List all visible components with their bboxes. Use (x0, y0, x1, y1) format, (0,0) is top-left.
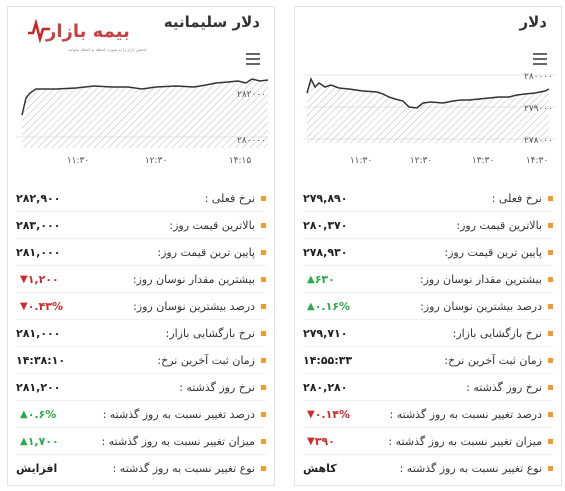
price-card-dollar: دلار ۲۸۰۰۰۰ ۲۷۹۰۰۰ ۲۷۸۰۰۰ ۱۱:۳۰ ۱۲:۳۰ ۱۳… (294, 6, 562, 486)
price-chart: ۲۸۰۰۰۰ ۲۷۹۰۰۰ ۲۷۸۰۰۰ ۱۱:۳۰ ۱۲:۳۰ ۱۳:۳۰ ۱… (303, 63, 555, 181)
x-tick-label: ۱۲:۳۰ (145, 156, 167, 166)
caret-up-icon: ▲ (20, 435, 28, 447)
caret-down-icon: ▼ (20, 300, 28, 312)
card-title: دلار سلیمانیه (163, 13, 260, 31)
max-fluctuation-percent-row: درصد بیشترین نوسان روز: ▲ ۰.۱۶% (303, 293, 553, 320)
x-tick-label: ۱۳:۳۰ (472, 156, 494, 166)
x-tick-label: ۱۲:۳۰ (410, 156, 432, 166)
caret-down-icon: ▼ (307, 435, 315, 447)
bullet-icon (548, 249, 553, 255)
previous-day-rate-row: نرخ روز گذشته :۲۸۰,۲۸۰ (303, 374, 553, 401)
price-chart: ۲۸۲۰۰۰ ۲۸۰۰۰۰ ۱۱:۳۰ ۱۲:۳۰ ۱۴:۱۵ (16, 63, 268, 181)
bullet-icon (261, 411, 266, 417)
change-type-row: نوع تغییر نسبت به روز گذشته : افزایش (16, 455, 266, 482)
site-logo[interactable]: بیمه بازار لبخش بازار را به صورت لحظه به… (28, 17, 146, 57)
bullet-icon (548, 276, 553, 282)
x-tick-label: ۱۴:۳۰ (526, 156, 548, 166)
logo-heartbeat-icon (28, 19, 50, 43)
current-rate-row: نرخ فعلی :۲۷۹,۸۹۰ (303, 185, 553, 212)
price-details-list: نرخ فعلی :۲۸۲,۹۰۰ بالاترین قیمت روز: ۲۸۳,… (16, 185, 266, 482)
market-opening-row: نرخ بازگشایی بازار: ۲۸۱,۰۰۰ (16, 320, 266, 347)
bullet-icon (548, 195, 553, 201)
bullet-icon (261, 303, 266, 309)
logo-text: بیمه بازار (46, 21, 130, 42)
max-fluctuation-row: بیشترین مقدار نوسان روز: ▲ ۶۳۰ (303, 266, 553, 293)
bullet-icon (261, 276, 266, 282)
bullet-icon (548, 466, 553, 471)
hamburger-icon[interactable] (246, 53, 260, 65)
change-percent-row: درصد تغییر نسبت به روز گذشته : ▼ ۰.۱۴% (303, 401, 553, 428)
y-tick-label: ۲۷۸۰۰۰ (524, 136, 553, 146)
highest-price-row: بالاترین قیمت روز: ۲۸۳,۰۰۰ (16, 212, 266, 239)
current-rate-row: نرخ فعلی :۲۸۲,۹۰۰ (16, 185, 266, 212)
bullet-icon (261, 330, 266, 336)
change-amount-row: میزان تغییر نسبت به روز گذشته : ▲ ۱,۷۰۰ (16, 428, 266, 455)
x-tick-label: ۱۴:۱۵ (229, 156, 252, 166)
change-amount-row: میزان تغییر نسبت به روز گذشته : ▼ ۳۹۰ (303, 428, 553, 455)
hamburger-icon[interactable] (533, 53, 547, 65)
y-tick-label: ۲۸۰۰۰۰ (237, 136, 266, 146)
bullet-icon (261, 384, 266, 390)
bullet-icon (548, 222, 553, 228)
bullet-icon (548, 438, 553, 444)
lowest-price-row: پایین ترین قیمت روز: ۲۸۱,۰۰۰ (16, 239, 266, 266)
max-fluctuation-row: بیشترین مقدار نوسان روز: ▼ ۱,۲۰۰ (16, 266, 266, 293)
lowest-price-row: پایین ترین قیمت روز: ۲۷۸,۹۳۰ (303, 239, 553, 266)
bullet-icon (261, 222, 266, 228)
bullet-icon (548, 303, 553, 309)
caret-down-icon: ▼ (307, 408, 315, 420)
price-chart-svg: ۲۸۲۰۰۰ ۲۸۰۰۰۰ ۱۱:۳۰ ۱۲:۳۰ ۱۴:۱۵ (16, 78, 268, 166)
last-update-time-row: زمان ثبت آخرین نرخ: ۱۴:۳۸:۱۰ (16, 347, 266, 374)
bullet-icon (548, 330, 553, 336)
bullet-icon (548, 357, 553, 363)
highest-price-row: بالاترین قیمت روز: ۲۸۰,۳۷۰ (303, 212, 553, 239)
last-update-time-row: زمان ثبت آخرین نرخ: ۱۴:۵۵:۳۳ (303, 347, 553, 374)
price-chart-svg: ۲۸۰۰۰۰ ۲۷۹۰۰۰ ۲۷۸۰۰۰ ۱۱:۳۰ ۱۲:۳۰ ۱۳:۳۰ ۱… (303, 72, 555, 166)
bullet-icon (548, 411, 553, 417)
bullet-icon (261, 357, 266, 363)
change-type-row: نوع تغییر نسبت به روز گذشته : کاهش (303, 455, 553, 482)
x-tick-label: ۱۱:۳۰ (350, 156, 372, 166)
caret-up-icon: ▲ (20, 408, 28, 420)
max-fluctuation-percent-row: درصد بیشترین نوسان روز: ▼ ۰.۴۳% (16, 293, 266, 320)
bullet-icon (261, 466, 266, 471)
y-tick-label: ۲۷۹۰۰۰ (524, 104, 553, 114)
bullet-icon (261, 195, 266, 201)
y-tick-label: ۲۸۰۰۰۰ (524, 72, 553, 82)
caret-down-icon: ▼ (20, 273, 28, 285)
change-percent-row: درصد تغییر نسبت به روز گذشته : ▲ ۰.۶% (16, 401, 266, 428)
y-tick-label: ۲۸۲۰۰۰ (237, 90, 266, 100)
card-title: دلار (519, 13, 547, 31)
previous-day-rate-row: نرخ روز گذشته :۲۸۱,۲۰۰ (16, 374, 266, 401)
bullet-icon (261, 249, 266, 255)
price-card-sulaymaniyah-dollar: بیمه بازار لبخش بازار را به صورت لحظه به… (7, 6, 275, 486)
logo-tagline: لبخش بازار را به صورت لحظه به لحظه بخوان… (68, 47, 147, 52)
caret-up-icon: ▲ (307, 300, 315, 312)
x-tick-label: ۱۱:۳۰ (67, 156, 89, 166)
price-details-list: نرخ فعلی :۲۷۹,۸۹۰ بالاترین قیمت روز: ۲۸۰,… (303, 185, 553, 482)
bullet-icon (261, 438, 266, 444)
bullet-icon (548, 384, 553, 390)
caret-up-icon: ▲ (307, 273, 315, 285)
market-opening-row: نرخ بازگشایی بازار: ۲۷۹,۷۱۰ (303, 320, 553, 347)
